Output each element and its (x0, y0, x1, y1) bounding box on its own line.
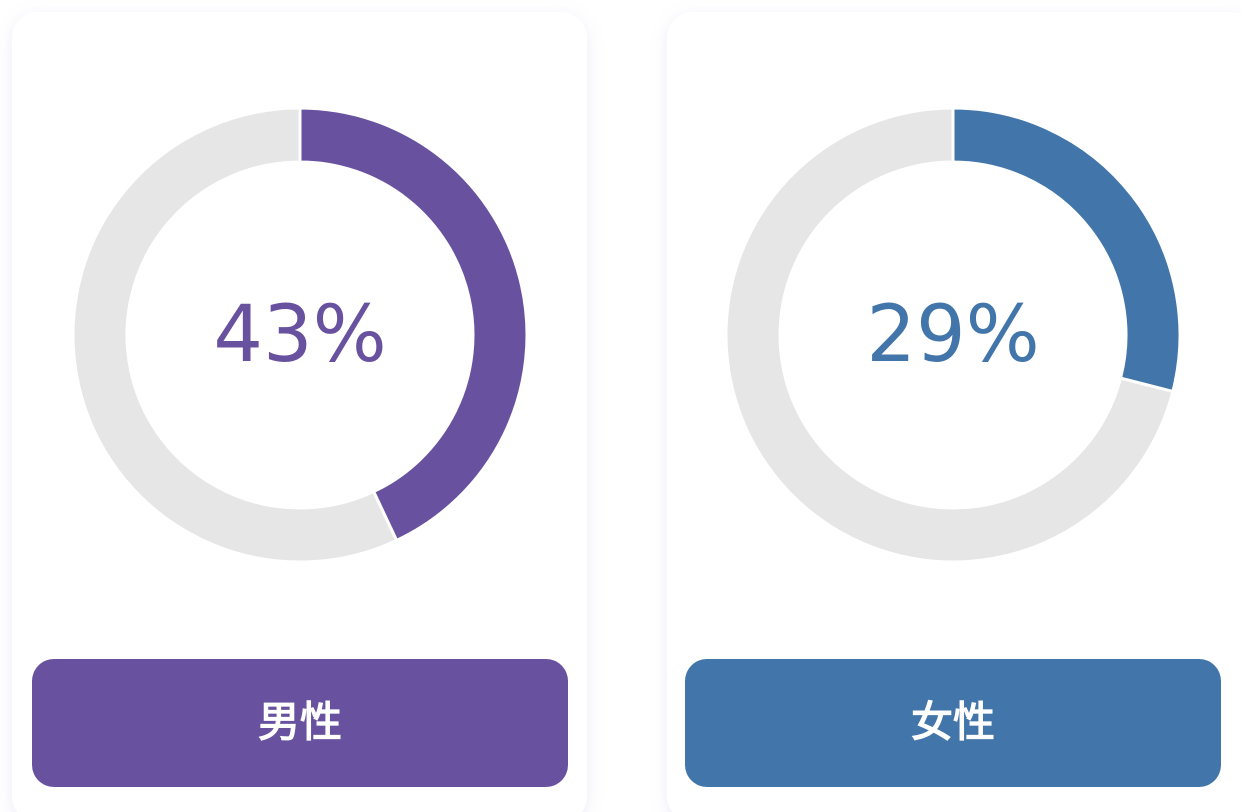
category-button (685, 659, 1221, 787)
donut-segment (951, 106, 1182, 394)
donut-segment (298, 106, 529, 543)
category-label: 女性 (911, 698, 995, 747)
donut-track (724, 106, 1175, 564)
donut-track (71, 106, 399, 564)
percent-label: 29% (866, 290, 1039, 380)
percent-label: 43% (213, 290, 386, 380)
category-button (32, 659, 568, 787)
category-label: 男性 (258, 698, 342, 747)
